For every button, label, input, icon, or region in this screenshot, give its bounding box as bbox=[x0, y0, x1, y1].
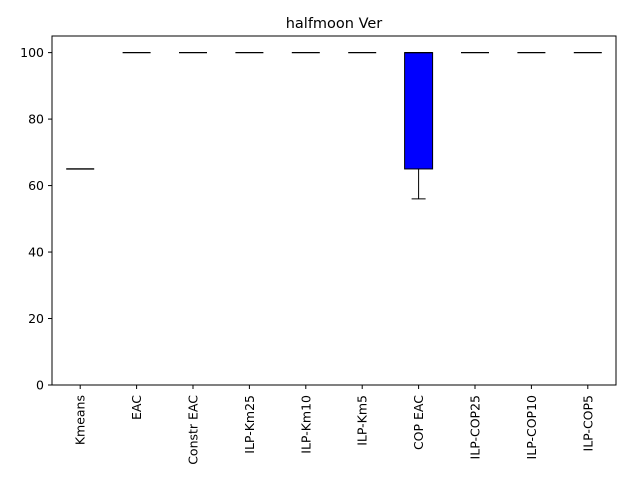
x-tick-label: ILP-COP25 bbox=[468, 395, 483, 459]
y-tick-label: 100 bbox=[20, 45, 44, 60]
x-tick-label: EAC bbox=[129, 395, 144, 420]
x-tick-label: ILP-COP10 bbox=[524, 395, 539, 459]
y-tick-label: 0 bbox=[36, 378, 44, 393]
x-tick-label: Constr EAC bbox=[186, 395, 201, 465]
y-tick-label: 80 bbox=[28, 112, 44, 127]
chart-title: halfmoon Ver bbox=[286, 16, 383, 32]
x-tick-label: COP EAC bbox=[411, 395, 426, 450]
axes-frame bbox=[51, 35, 617, 386]
y-tick-label: 20 bbox=[28, 311, 44, 326]
y-tick-label: 40 bbox=[28, 245, 44, 260]
x-tick-label: ILP-Km25 bbox=[242, 395, 257, 454]
box-cop-eac bbox=[404, 52, 434, 170]
x-tick-label: ILP-COP5 bbox=[580, 395, 595, 451]
x-tick-label: ILP-Km10 bbox=[298, 395, 313, 454]
plot-area: 0 20 40 60 80 100 Kmeans EAC Constr EAC ILP-Km25 I… bbox=[20, 45, 602, 465]
y-tick-label: 60 bbox=[28, 178, 44, 193]
x-tick-label: ILP-Km5 bbox=[355, 395, 370, 446]
x-tick-label: Kmeans bbox=[73, 395, 88, 445]
